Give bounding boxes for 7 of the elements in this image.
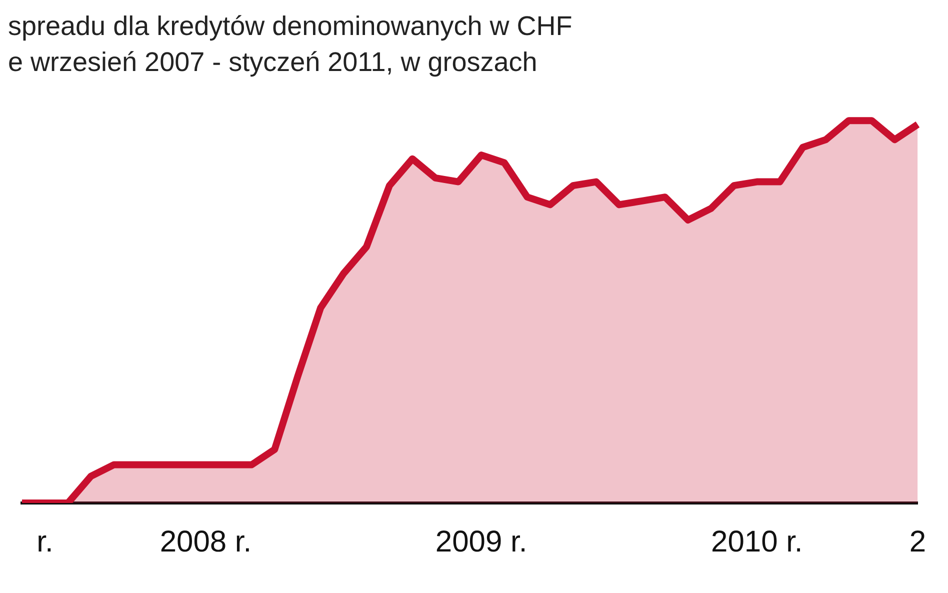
x-tick-label: 2008 r. — [160, 525, 252, 558]
chart-subtitle: e wrzesień 2007 - styczeń 2011, w groszach — [8, 46, 538, 79]
chart-title: spreadu dla kredytów denominowanych w CHF — [8, 10, 574, 43]
x-tick-label: 2 — [909, 525, 926, 558]
x-tick-label: 2010 r. — [711, 525, 803, 558]
x-tick-label: r. — [36, 525, 54, 558]
x-tick-label: 2009 r. — [435, 525, 528, 558]
